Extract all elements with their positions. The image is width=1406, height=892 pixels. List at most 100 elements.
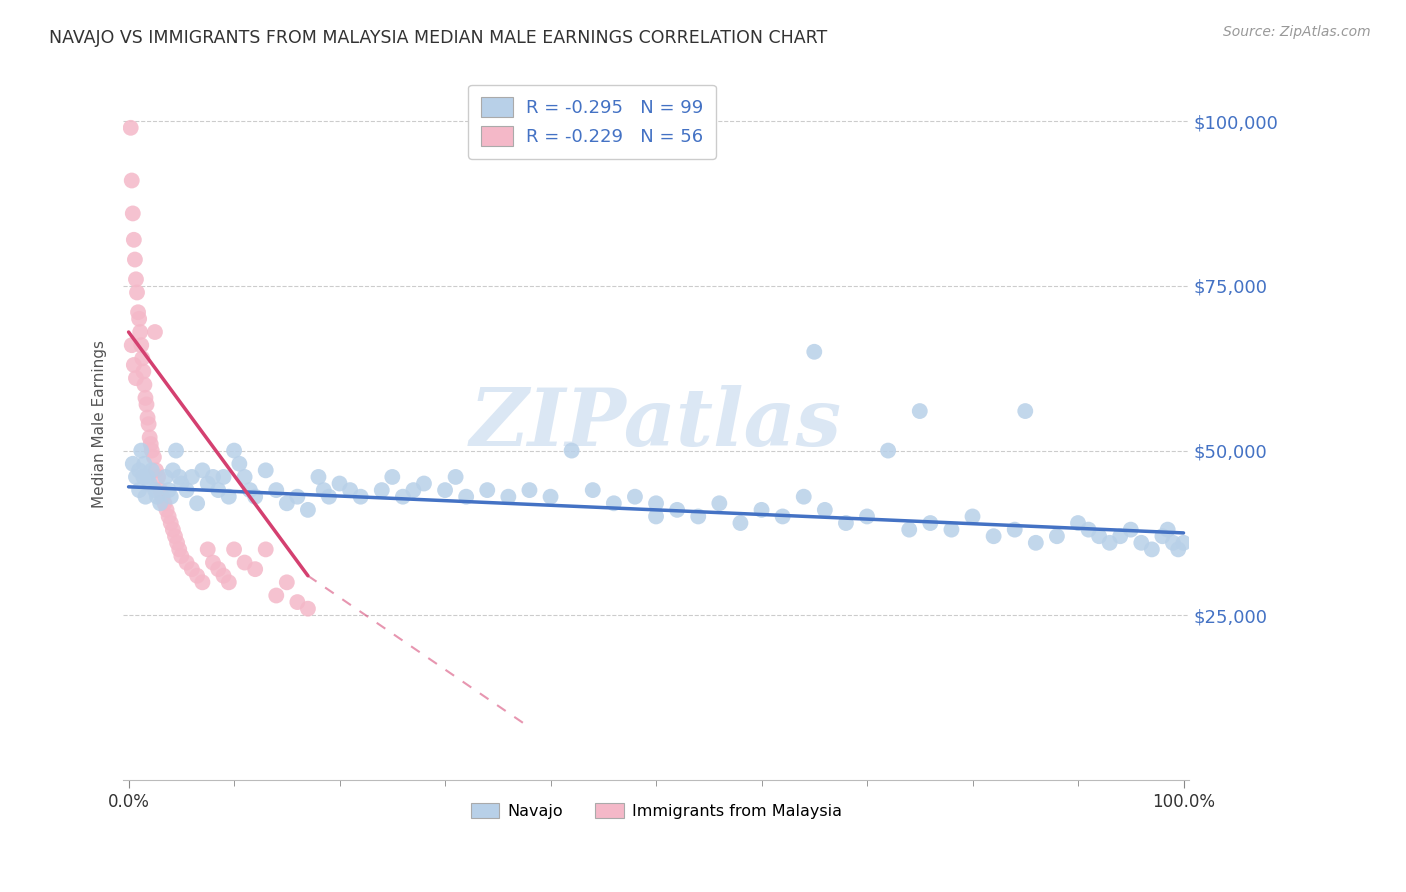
Point [222,542,245,557]
Point [877,443,900,458]
Point [444,470,467,484]
Point [170,549,193,563]
Point [186,568,208,582]
Point [1152,529,1174,543]
Point [146,470,169,484]
Point [120,120,142,135]
Point [264,589,287,603]
Point [157,483,180,497]
Point [125,470,148,484]
Point [207,483,229,497]
Point [191,575,214,590]
Point [962,509,984,524]
Point [150,490,173,504]
Point [983,529,1005,543]
Point [371,483,394,497]
Point [908,404,931,418]
Point [318,490,340,504]
Point [159,516,181,530]
Point [163,529,186,543]
Point [709,496,731,510]
Point [1157,523,1180,537]
Point [142,450,165,465]
Point [920,516,942,530]
Point [1077,523,1099,537]
Point [941,523,963,537]
Point [1004,523,1026,537]
Point [243,562,266,576]
Point [128,463,150,477]
Point [285,595,308,609]
Point [134,457,156,471]
Point [121,338,143,352]
Point [127,305,149,319]
Point [201,556,224,570]
Point [131,351,153,366]
Point [285,490,308,504]
Point [222,443,245,458]
Point [124,252,146,267]
Point [186,496,208,510]
Point [233,556,256,570]
Point [176,483,198,497]
Point [1109,529,1132,543]
Point [145,463,167,477]
Text: ZIPatlas: ZIPatlas [470,385,842,463]
Point [162,463,184,477]
Point [125,371,148,385]
Point [603,496,626,510]
Point [381,470,404,484]
Point [254,463,277,477]
Point [814,503,837,517]
Point [129,338,152,352]
Point [141,463,163,477]
Point [751,503,773,517]
Point [276,575,298,590]
Point [402,483,425,497]
Point [149,496,172,510]
Point [132,365,155,379]
Point [1140,542,1163,557]
Point [157,509,180,524]
Point [167,542,190,557]
Point [264,483,287,497]
Point [233,470,256,484]
Point [125,272,148,286]
Point [180,562,202,576]
Point [212,470,235,484]
Point [498,490,520,504]
Point [1067,516,1090,530]
Point [138,476,160,491]
Point [134,490,156,504]
Point [121,173,143,187]
Point [688,509,710,524]
Point [197,542,219,557]
Point [136,410,159,425]
Point [456,490,478,504]
Text: Source: ZipAtlas.com: Source: ZipAtlas.com [1223,25,1371,39]
Point [218,575,240,590]
Point [1167,542,1189,557]
Point [162,523,184,537]
Point [477,483,499,497]
Point [167,470,190,484]
Point [297,601,319,615]
Point [135,397,157,411]
Point [730,516,752,530]
Point [165,443,187,458]
Point [1173,536,1195,550]
Point [561,443,583,458]
Point [122,233,145,247]
Point [121,206,143,220]
Point [125,285,148,300]
Point [228,457,250,471]
Y-axis label: Median Male Earnings: Median Male Earnings [93,340,107,508]
Text: NAVAJO VS IMMIGRANTS FROM MALAYSIA MEDIAN MALE EARNINGS CORRELATION CHART: NAVAJO VS IMMIGRANTS FROM MALAYSIA MEDIA… [49,29,828,46]
Point [129,325,152,339]
Point [1130,536,1153,550]
Point [176,556,198,570]
Point [141,443,163,458]
Point [138,430,160,444]
Point [149,483,172,497]
Point [339,483,361,497]
